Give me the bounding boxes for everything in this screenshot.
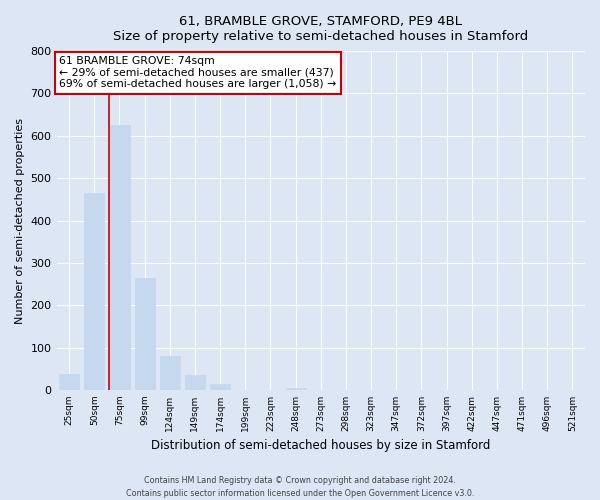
Title: 61, BRAMBLE GROVE, STAMFORD, PE9 4BL
Size of property relative to semi-detached : 61, BRAMBLE GROVE, STAMFORD, PE9 4BL Siz… <box>113 15 529 43</box>
Text: 61 BRAMBLE GROVE: 74sqm
← 29% of semi-detached houses are smaller (437)
69% of s: 61 BRAMBLE GROVE: 74sqm ← 29% of semi-de… <box>59 56 337 90</box>
Bar <box>286 388 305 390</box>
Bar <box>210 384 230 390</box>
Bar <box>134 278 155 390</box>
Text: Contains HM Land Registry data © Crown copyright and database right 2024.
Contai: Contains HM Land Registry data © Crown c… <box>126 476 474 498</box>
Y-axis label: Number of semi-detached properties: Number of semi-detached properties <box>15 118 25 324</box>
Bar <box>160 356 180 390</box>
X-axis label: Distribution of semi-detached houses by size in Stamford: Distribution of semi-detached houses by … <box>151 440 490 452</box>
Bar <box>109 125 130 390</box>
Bar <box>185 375 205 390</box>
Bar <box>84 193 104 390</box>
Bar <box>59 374 79 390</box>
